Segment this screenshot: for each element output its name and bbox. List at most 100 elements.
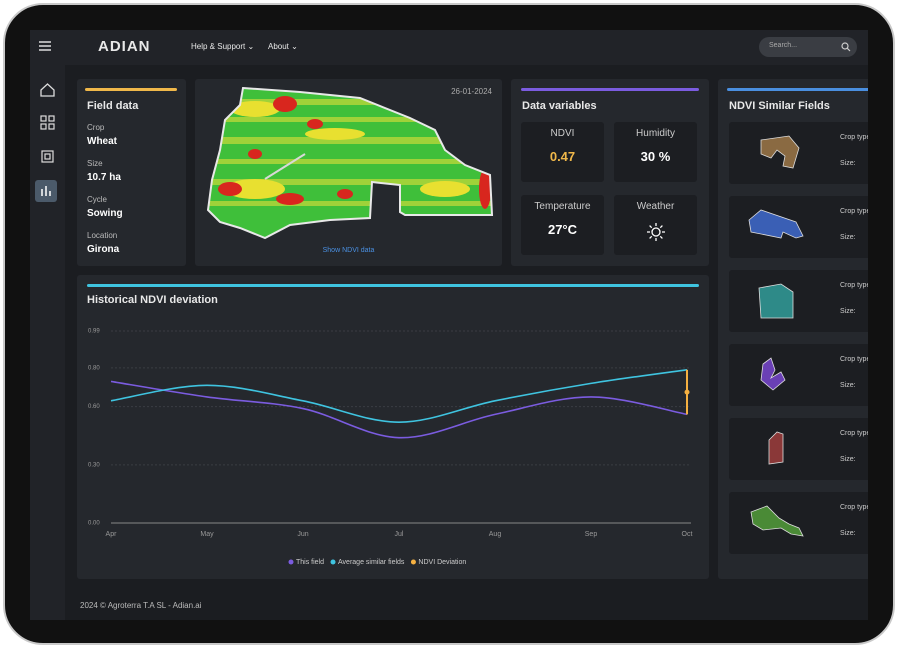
field-label: Crop [87, 123, 105, 132]
x-tick-label: Oct [682, 531, 693, 538]
field-label: Size [87, 159, 103, 168]
field-shape [768, 431, 784, 465]
legend-label: This field [296, 559, 324, 566]
variable-value: 30 % [640, 149, 671, 164]
card-title: Data variables [522, 100, 597, 112]
menu-label[interactable]: About [268, 42, 289, 51]
series-line [110, 368, 688, 423]
weather-icon [647, 223, 665, 241]
field-value: 10.7 ha [87, 172, 121, 183]
similar-field[interactable]: Crop type Size: [729, 122, 868, 184]
size-label: Size: [840, 456, 856, 463]
x-tick-label: Jul [395, 531, 404, 538]
map-date: 26-01-2024 [451, 87, 492, 96]
legend-label: NDVI Deviation [418, 559, 466, 566]
card-title: Field data [87, 100, 139, 112]
similar-field[interactable]: Crop type Size: [729, 492, 868, 554]
chip-icon[interactable] [41, 150, 54, 163]
legend-dot [288, 559, 294, 565]
crop-label: Crop type [840, 134, 868, 141]
field-shape [748, 209, 804, 239]
crop-label: Crop type [840, 430, 868, 437]
similar-fields-card: NDVI Similar Fields Crop type Size: Crop t… [718, 79, 868, 579]
y-tick-label: 0.30 [88, 462, 100, 468]
variable-label: Temperature [534, 201, 591, 212]
similar-field[interactable]: Crop type Size: [729, 344, 868, 406]
active-nav[interactable] [35, 180, 57, 202]
variable-tile: NDVI 0.47 [521, 122, 604, 182]
deviation-dot [684, 389, 690, 395]
variable-label: Weather [636, 201, 675, 212]
map-link[interactable]: Show NDVI data [322, 247, 375, 254]
x-tick-label: Sep [585, 531, 598, 538]
y-tick-label: 0.80 [88, 365, 100, 371]
x-tick-label: Aug [489, 531, 502, 538]
search-box[interactable]: Search... [759, 37, 857, 57]
menu-icon[interactable] [39, 41, 51, 51]
sidebar [30, 65, 65, 620]
size-label: Size: [840, 234, 856, 241]
size-label: Size: [840, 308, 856, 315]
chart: Historical NDVI deviation 0.00 0.30 0.60 0.… [87, 294, 693, 566]
home-icon[interactable] [40, 83, 55, 97]
crop-label: Crop type [840, 208, 868, 215]
map-card: 26-01-2024 Show NDVI data [195, 79, 502, 266]
x-tick-label: Jun [297, 531, 308, 538]
x-tick-label: Apr [106, 531, 118, 538]
field-label: Location [87, 231, 118, 240]
ndvi-map [207, 87, 493, 239]
y-tick-label: 0.99 [88, 329, 100, 335]
logo[interactable]: ADIAN [98, 38, 151, 55]
field-value: Wheat [87, 136, 117, 147]
search-placeholder: Search... [769, 42, 798, 49]
search-icon [841, 42, 851, 52]
menu-label[interactable]: Help & Support [191, 42, 246, 51]
size-label: Size: [840, 160, 856, 167]
accent [521, 88, 699, 91]
x-tick-label: May [200, 531, 214, 538]
accent [85, 88, 177, 91]
crop-label: Crop type [840, 504, 868, 511]
field-shape [760, 135, 800, 169]
top-bar [30, 30, 868, 65]
similar-field[interactable]: Crop type Size: [729, 418, 868, 480]
accent [727, 88, 868, 91]
similar-field[interactable]: Crop type Size: [729, 270, 868, 332]
size-label: Size: [840, 530, 856, 537]
legend-dot [410, 559, 416, 565]
y-tick-label: 0.60 [88, 404, 100, 410]
variable-value: 27°C [547, 222, 578, 237]
variable-value: 0.47 [549, 149, 576, 164]
y-tick-label: 0.00 [88, 521, 100, 527]
card-title: NDVI Similar Fields [729, 100, 830, 112]
data-variables-card: Data variables NDVI 0.47 Humidity 30 % Tempe… [511, 79, 709, 266]
legend-label: Average similar fields [338, 559, 405, 566]
legend-dot [330, 559, 336, 565]
field-data-card: Field data Crop Wheat Size 10.7 ha Cycle Sowi… [77, 79, 186, 266]
variable-tile: Weather [614, 195, 697, 255]
sidebar-icons [40, 83, 55, 163]
field-value: Girona [87, 244, 120, 255]
crop-label: Crop type [840, 356, 868, 363]
field-shape [760, 357, 786, 391]
accent [87, 284, 699, 287]
series-line [110, 380, 688, 439]
footer: 2024 © Agroterra T.A SL - Adian.ai [80, 601, 202, 610]
chart-icon [41, 186, 51, 196]
grid-icon[interactable] [40, 115, 55, 130]
similar-field[interactable]: Crop type Size: [729, 196, 868, 258]
menu-item[interactable]: About ⌄ [268, 42, 298, 51]
crop-label: Crop type [840, 282, 868, 289]
variable-label: NDVI [550, 128, 575, 139]
chart-title: Historical NDVI deviation [87, 294, 218, 306]
screen: ADIAN Help & Support ⌄ About ⌄ Search...… [30, 30, 868, 620]
field-label: Cycle [87, 195, 108, 204]
variable-label: Humidity [636, 128, 675, 139]
chart-card: Historical NDVI deviation 0.00 0.30 0.60 0.… [77, 275, 709, 579]
field-shape [750, 505, 804, 537]
field-value: Sowing [87, 208, 123, 219]
size-label: Size: [840, 382, 856, 389]
menu-item[interactable]: Help & Support ⌄ [191, 42, 255, 51]
variable-tile: Temperature 27°C [521, 195, 604, 255]
field-shape [758, 283, 794, 319]
